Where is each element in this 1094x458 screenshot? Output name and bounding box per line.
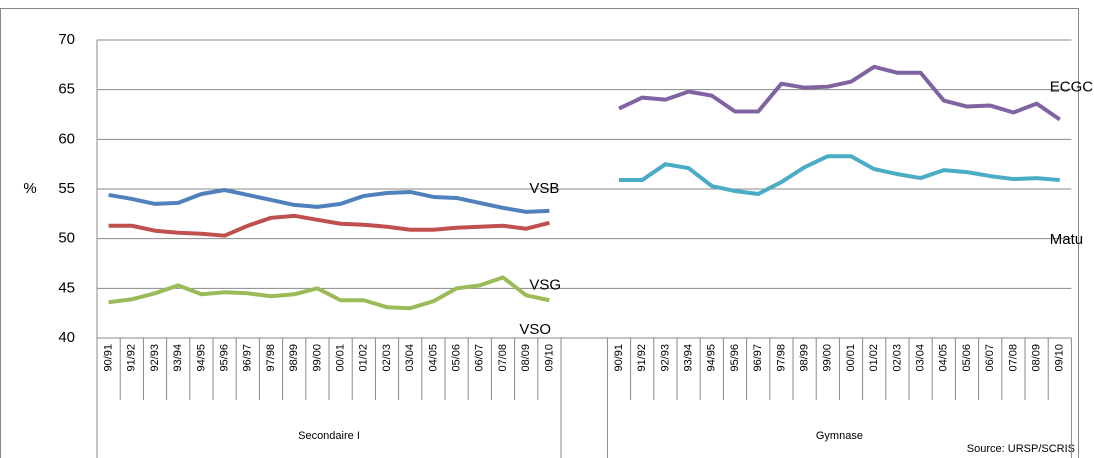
x-tick-label: 90/91 xyxy=(613,344,625,372)
group-label: Secondaire I xyxy=(298,430,360,442)
x-tick-label: 05/06 xyxy=(961,344,973,372)
x-tick-label: 02/03 xyxy=(381,344,393,372)
x-tick-label: 99/00 xyxy=(822,344,834,372)
x-tick-label: 92/93 xyxy=(659,344,671,372)
x-tick-label: 04/05 xyxy=(938,344,950,372)
series-line xyxy=(619,154,1060,196)
x-tick-label: 97/98 xyxy=(265,344,277,372)
x-tick-label: 07/08 xyxy=(1007,344,1019,372)
chart-border xyxy=(0,8,1079,458)
x-tick-label: 98/99 xyxy=(799,344,811,372)
x-tick-label: 00/01 xyxy=(845,344,857,372)
x-tick-label: 07/08 xyxy=(497,344,509,372)
source: Source: URSP/SCRIS xyxy=(967,443,1075,455)
x-tick-label: 95/96 xyxy=(729,344,741,372)
x-tick-label: 01/02 xyxy=(358,344,370,372)
y-tick-label: 60 xyxy=(58,130,75,147)
group-label: Gymnase xyxy=(816,430,863,442)
x-tick-label: 06/07 xyxy=(474,344,486,372)
x-tick-label: 93/94 xyxy=(172,344,184,372)
x-tick-label: 05/06 xyxy=(451,344,463,372)
x-tick-label: 93/94 xyxy=(683,344,695,372)
x-tick-label: 06/07 xyxy=(984,344,996,372)
x-tick-label: 98/99 xyxy=(288,344,300,372)
x-tick-label: 08/09 xyxy=(520,344,532,372)
x-tick-label: 94/95 xyxy=(195,344,207,372)
x-tick-label: 01/02 xyxy=(868,344,880,372)
x-tick-label: 97/98 xyxy=(775,344,787,372)
series-line xyxy=(618,64,1061,122)
y-tick-label: 70 xyxy=(58,31,75,48)
x-tick-label: 91/92 xyxy=(636,344,648,372)
series-label: ECGC xyxy=(1050,78,1094,95)
x-tick-label: 91/92 xyxy=(126,344,138,372)
series-line xyxy=(108,213,550,238)
series-label: VSO xyxy=(519,321,551,338)
x-tick-label: 94/95 xyxy=(706,344,718,372)
x-tick-label: 08/09 xyxy=(1031,344,1043,372)
y-tick-label: 65 xyxy=(58,81,75,98)
x-tick-label: 02/03 xyxy=(891,344,903,372)
x-tick-label: 03/04 xyxy=(404,344,416,372)
series-label: VSG xyxy=(529,277,561,294)
x-tick-label: 09/10 xyxy=(543,344,555,372)
y-tick-label: 45 xyxy=(58,279,75,296)
x-tick-label: 95/96 xyxy=(219,344,231,372)
x-tick-label: 04/05 xyxy=(427,344,439,372)
y-tick-label: 50 xyxy=(58,230,75,247)
series-line xyxy=(108,275,550,311)
x-tick-label: 99/00 xyxy=(311,344,323,372)
series-label: VSB xyxy=(529,180,559,197)
series-line xyxy=(108,187,550,214)
x-tick-label: 03/04 xyxy=(915,344,927,372)
series-label: Matu xyxy=(1050,231,1083,248)
y-axis-label: % xyxy=(23,180,36,197)
x-tick-label: 00/01 xyxy=(335,344,347,372)
y-tick-label: 55 xyxy=(58,180,75,197)
x-tick-label: 90/91 xyxy=(103,344,115,372)
x-tick-label: 92/93 xyxy=(149,344,161,372)
x-tick-label: 96/97 xyxy=(752,344,764,372)
y-tick-label: 40 xyxy=(58,329,75,346)
x-tick-label: 96/97 xyxy=(242,344,254,372)
x-tick-label: 09/10 xyxy=(1054,344,1066,372)
